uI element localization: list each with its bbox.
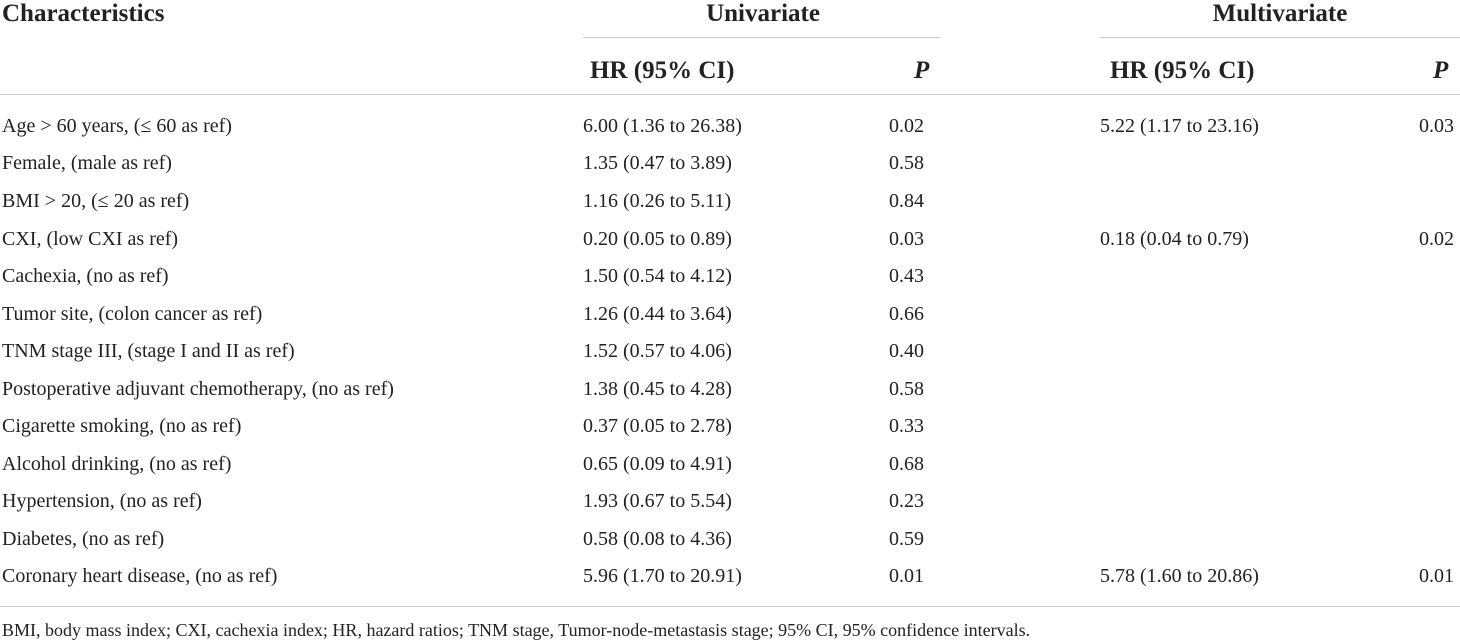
row-characteristic: Alcohol drinking, (no as ref) [2, 453, 232, 475]
univariate-p-value: 0.01 [889, 565, 924, 587]
row-characteristic: Female, (male as ref) [2, 152, 172, 174]
row-characteristic: Hypertension, (no as ref) [2, 490, 202, 512]
multivariate-p-value: 0.01 [1419, 565, 1454, 587]
univariate-p-value: 0.40 [889, 340, 924, 362]
univariate-p-value: 0.59 [889, 528, 924, 550]
multivariate-p-value: 0.02 [1419, 228, 1454, 250]
header-characteristics: Characteristics [2, 0, 165, 27]
univariate-hr-value: 5.96 (1.70 to 20.91) [583, 565, 742, 587]
footer-divider [0, 606, 1460, 607]
header-multivariate-hr: HR (95% CI) [1110, 57, 1255, 84]
row-characteristic: Postoperative adjuvant chemotherapy, (no… [2, 378, 394, 400]
header-univariate: Univariate [706, 0, 820, 27]
univariate-hr-value: 0.37 (0.05 to 2.78) [583, 415, 732, 437]
row-characteristic: Coronary heart disease, (no as ref) [2, 565, 278, 587]
row-characteristic: Age > 60 years, (≤ 60 as ref) [2, 115, 232, 137]
row-characteristic: Cigarette smoking, (no as ref) [2, 415, 242, 437]
univariate-p-value: 0.58 [889, 152, 924, 174]
univariate-hr-value: 6.00 (1.36 to 26.38) [583, 115, 742, 137]
univariate-hr-value: 1.26 (0.44 to 3.64) [583, 303, 732, 325]
univariate-hr-value: 1.52 (0.57 to 4.06) [583, 340, 732, 362]
header-divider [0, 94, 1460, 95]
multivariate-divider [1100, 37, 1460, 38]
multivariate-hr-value: 0.18 (0.04 to 0.79) [1100, 228, 1249, 250]
univariate-p-value: 0.58 [889, 378, 924, 400]
multivariate-hr-value: 5.22 (1.17 to 23.16) [1100, 115, 1259, 137]
univariate-divider [583, 37, 940, 38]
row-characteristic: BMI > 20, (≤ 20 as ref) [2, 190, 190, 212]
univariate-p-value: 0.84 [889, 190, 924, 212]
univariate-hr-value: 1.35 (0.47 to 3.89) [583, 152, 732, 174]
univariate-hr-value: 0.20 (0.05 to 0.89) [583, 228, 732, 250]
univariate-p-value: 0.23 [889, 490, 924, 512]
multivariate-hr-value: 5.78 (1.60 to 20.86) [1100, 565, 1259, 587]
univariate-p-value: 0.02 [889, 115, 924, 137]
univariate-hr-value: 1.50 (0.54 to 4.12) [583, 265, 732, 287]
multivariate-p-value: 0.03 [1419, 115, 1454, 137]
row-characteristic: Cachexia, (no as ref) [2, 265, 169, 287]
univariate-hr-value: 0.65 (0.09 to 4.91) [583, 453, 732, 475]
univariate-hr-value: 1.93 (0.67 to 5.54) [583, 490, 732, 512]
row-characteristic: Tumor site, (colon cancer as ref) [2, 303, 263, 325]
univariate-p-value: 0.33 [889, 415, 924, 437]
univariate-p-value: 0.68 [889, 453, 924, 475]
row-characteristic: TNM stage III, (stage I and II as ref) [2, 340, 295, 362]
header-univariate-hr: HR (95% CI) [590, 57, 735, 84]
univariate-hr-value: 1.38 (0.45 to 4.28) [583, 378, 732, 400]
row-characteristic: CXI, (low CXI as ref) [2, 228, 179, 250]
univariate-hr-value: 0.58 (0.08 to 4.36) [583, 528, 732, 550]
univariate-p-value: 0.66 [889, 303, 924, 325]
univariate-p-value: 0.43 [889, 265, 924, 287]
header-multivariate-p: P [1433, 57, 1449, 84]
univariate-p-value: 0.03 [889, 228, 924, 250]
row-characteristic: Diabetes, (no as ref) [2, 528, 165, 550]
table-footnote: BMI, body mass index; CXI, cachexia inde… [2, 620, 1031, 640]
univariate-hr-value: 1.16 (0.26 to 5.11) [583, 190, 732, 212]
header-univariate-p: P [914, 57, 930, 84]
header-multivariate: Multivariate [1212, 0, 1348, 27]
